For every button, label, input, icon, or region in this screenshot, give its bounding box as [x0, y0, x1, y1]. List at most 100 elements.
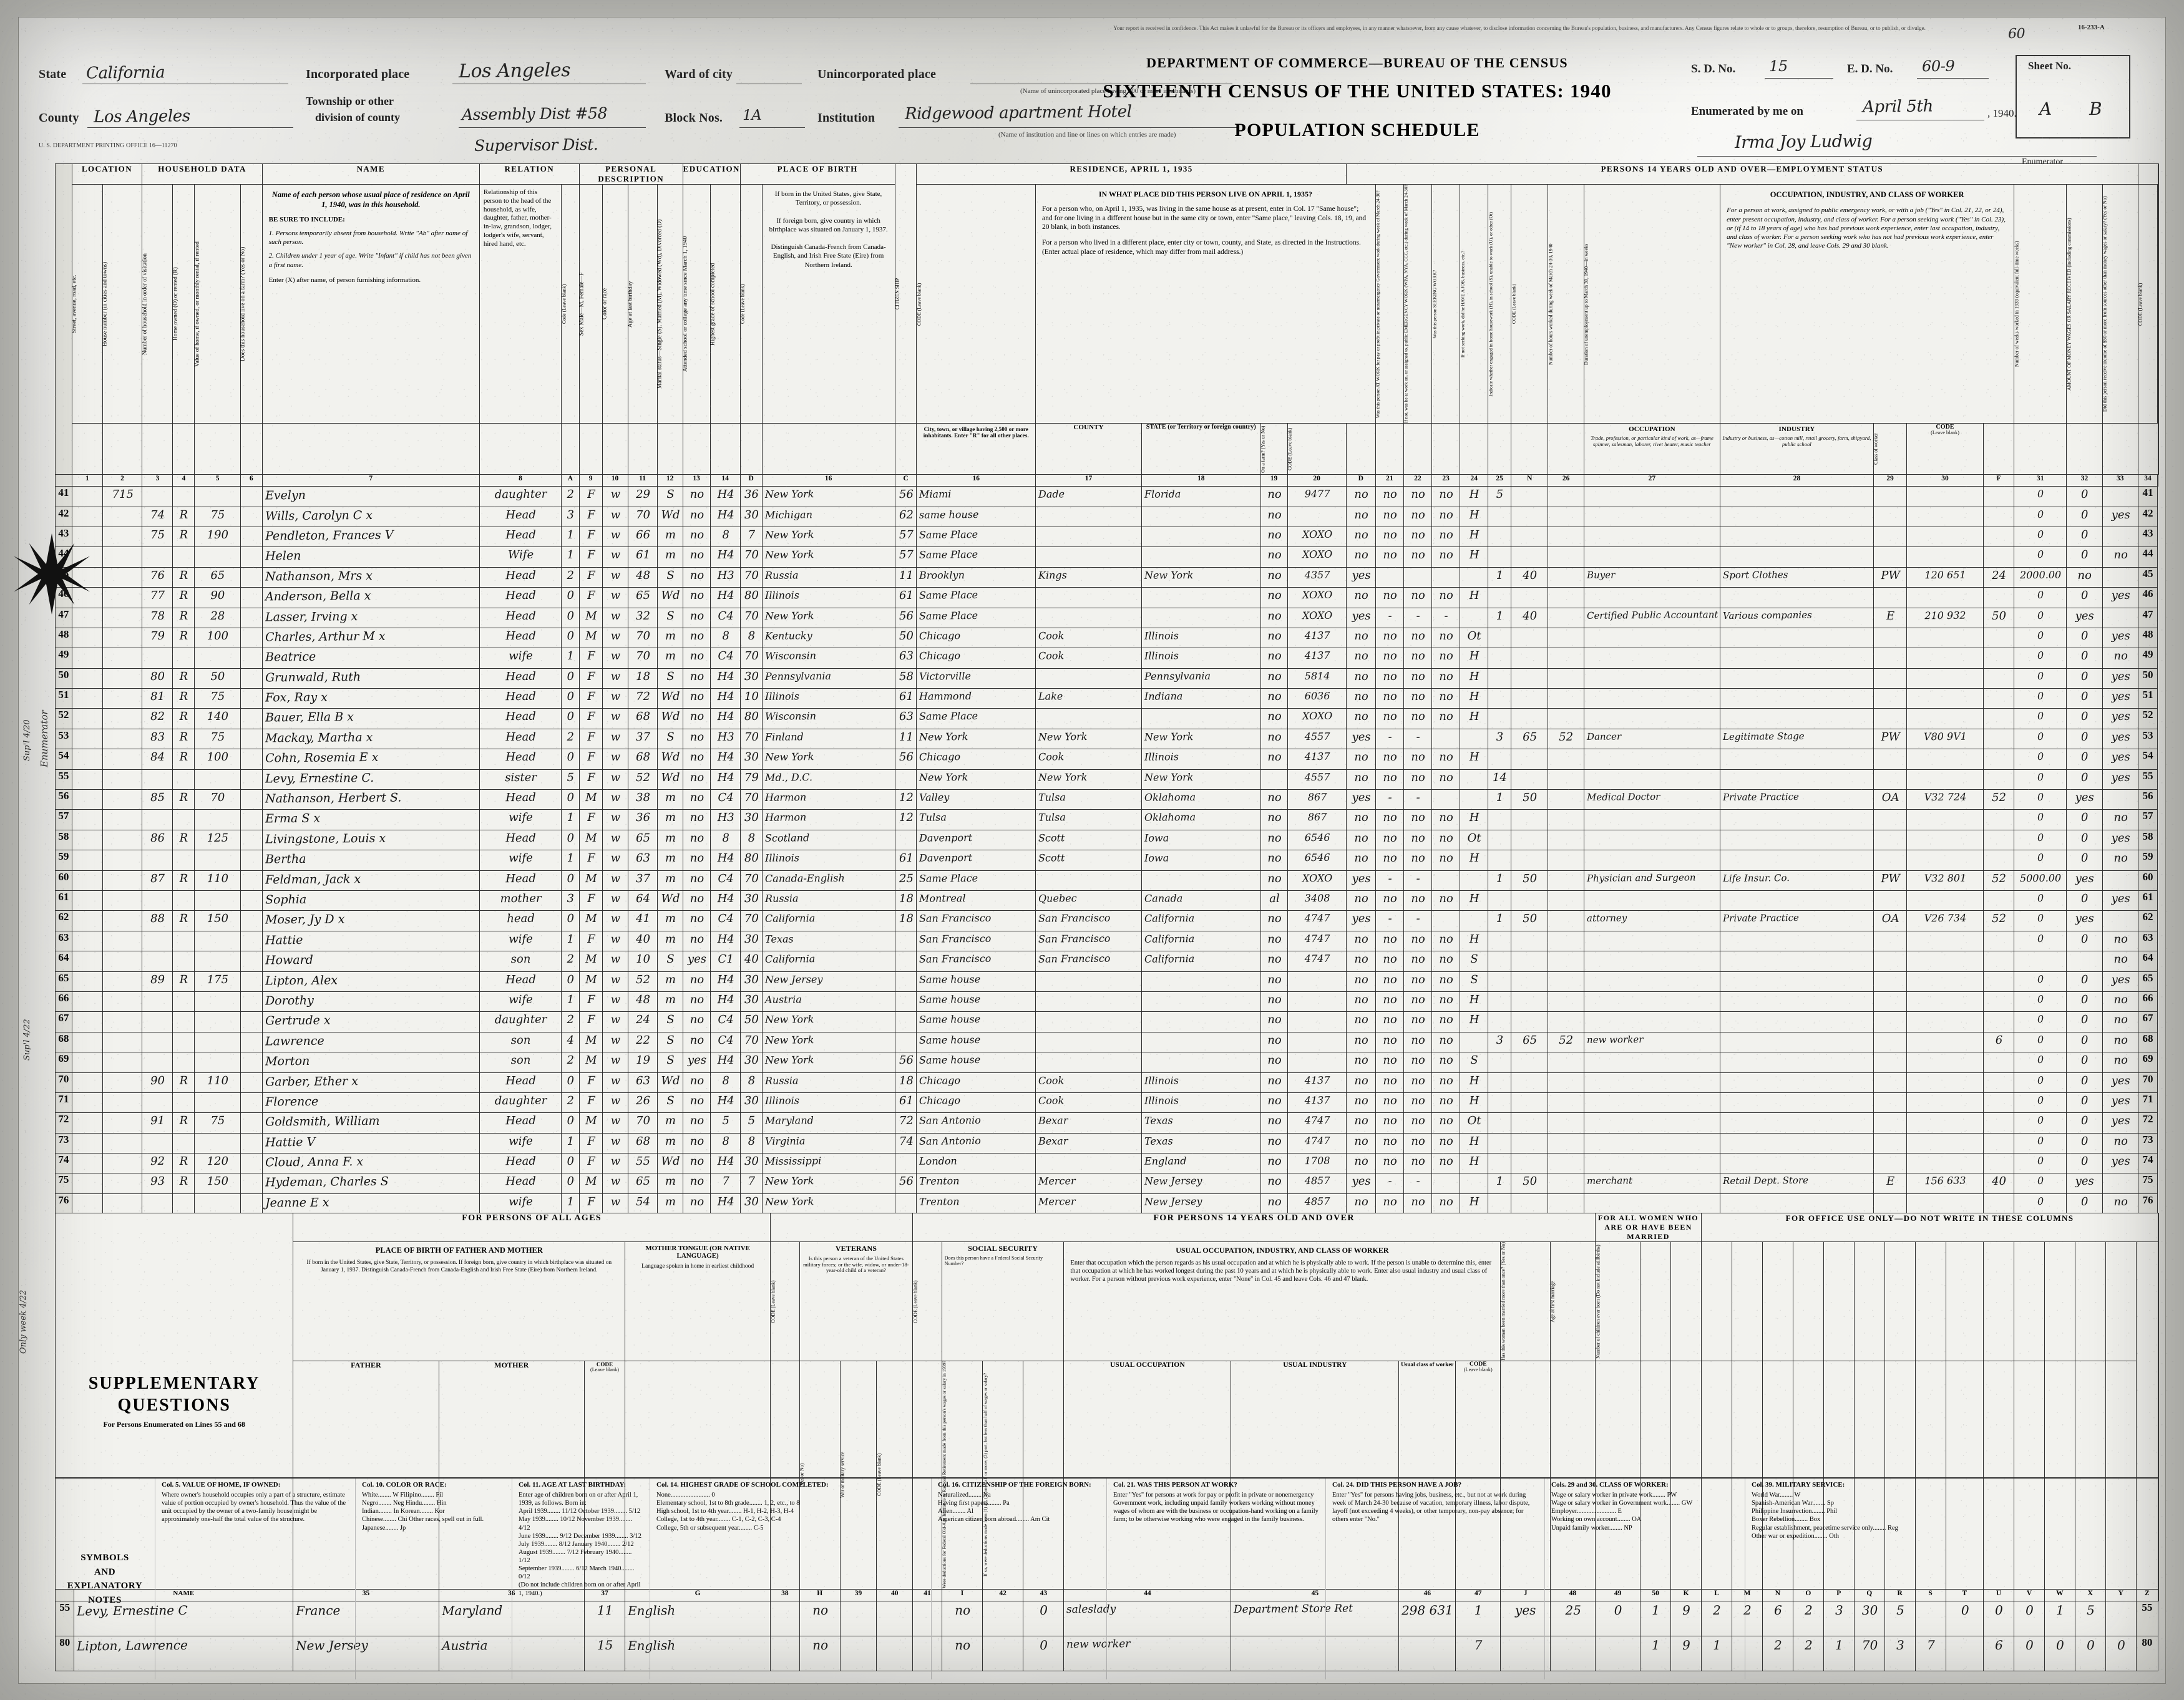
cell-other[interactable]: yes — [2102, 749, 2138, 770]
cell-sch[interactable]: no — [682, 749, 711, 770]
cell-occ[interactable] — [1583, 1052, 1721, 1073]
cell-occ[interactable] — [1583, 1153, 1721, 1174]
cell-race[interactable]: w — [602, 850, 628, 871]
cell-sch[interactable]: no — [682, 587, 711, 608]
cell-race[interactable]: w — [602, 749, 628, 770]
cell-house[interactable] — [102, 1112, 143, 1134]
cell-age[interactable]: 10 — [627, 951, 658, 972]
cell-w21[interactable]: yes — [1345, 789, 1376, 810]
cell-occ[interactable] — [1583, 1193, 1721, 1215]
cell-own[interactable] — [172, 648, 195, 669]
cell-birth[interactable]: California — [761, 910, 895, 931]
cell-w23[interactable]: - — [1403, 789, 1433, 810]
cell-w21[interactable]: yes — [1345, 607, 1376, 628]
cell-race[interactable]: w — [602, 668, 628, 689]
cell-cc[interactable]: 56 — [894, 749, 917, 770]
cell-hh[interactable]: 82 — [142, 708, 173, 729]
cell-dur[interactable] — [1548, 648, 1584, 669]
cell-cls[interactable] — [1873, 951, 1908, 972]
cell-w25[interactable] — [1460, 1173, 1489, 1194]
cell-farm[interactable] — [240, 890, 263, 911]
cell-rel[interactable]: Head — [479, 607, 562, 628]
sup-cell-oX[interactable]: 0 — [2044, 1635, 2075, 1671]
cell-rcode[interactable]: 4747 — [1287, 1112, 1347, 1134]
cell-fcode[interactable]: V32 801 — [1906, 870, 1984, 891]
cell-sch[interactable]: no — [682, 850, 711, 871]
cell-res_state[interactable] — [1141, 1011, 1261, 1032]
cell-occ[interactable] — [1583, 1072, 1721, 1093]
cell-val[interactable]: 65 — [194, 566, 241, 588]
cell-wks[interactable] — [1982, 930, 2015, 952]
cell-name[interactable]: Hattie — [261, 930, 480, 952]
cell-name[interactable]: Bauer, Ella B x — [261, 708, 480, 729]
cell-race[interactable]: w — [602, 607, 628, 628]
cell-grade[interactable]: H4 — [709, 1153, 741, 1174]
cell-w25[interactable]: Ot — [1460, 627, 1489, 649]
cell-cc[interactable]: 18 — [894, 910, 917, 931]
cell-w24[interactable]: no — [1431, 546, 1461, 568]
cell-ind[interactable] — [1720, 991, 1874, 1013]
cell-inc[interactable]: 0 — [2066, 1153, 2103, 1174]
cell-farm[interactable] — [240, 1193, 263, 1215]
cell-rel[interactable]: wife — [479, 809, 562, 830]
cell-street[interactable] — [71, 870, 103, 891]
cell-birth[interactable]: Russia — [761, 566, 895, 588]
cell-val[interactable] — [194, 951, 241, 972]
cell-res_city[interactable]: Same Place — [916, 587, 1036, 608]
cell-hrs[interactable] — [1511, 850, 1549, 871]
cell-race[interactable]: w — [602, 829, 628, 851]
cell-sch[interactable]: no — [682, 1011, 711, 1032]
cell-name[interactable]: Jeanne E x — [261, 1193, 480, 1215]
cell-cd[interactable]: 8 — [739, 1132, 763, 1154]
cell-res_state[interactable] — [1141, 971, 1261, 992]
cell-rel[interactable]: wife — [479, 648, 562, 669]
cell-ind[interactable] — [1720, 1011, 1874, 1032]
cell-rel[interactable]: Head — [479, 870, 562, 891]
cell-w23[interactable]: no — [1403, 930, 1433, 952]
cell-cd[interactable]: 30 — [739, 890, 763, 911]
cell-cd[interactable]: 30 — [739, 1153, 763, 1174]
cell-w22[interactable]: no — [1375, 506, 1404, 527]
cell-w23[interactable]: no — [1403, 809, 1433, 830]
cell-cd[interactable]: 8 — [739, 829, 763, 851]
cell-fcode[interactable] — [1906, 1112, 1984, 1134]
cell-wks[interactable] — [1982, 506, 2015, 527]
cell-farm[interactable] — [240, 930, 263, 952]
cell-rel[interactable]: Head — [479, 728, 562, 750]
cell-street[interactable] — [71, 951, 103, 972]
cell-cls[interactable]: OA — [1873, 910, 1908, 931]
cell-occ[interactable] — [1583, 951, 1721, 972]
cell-w25[interactable]: Ot — [1460, 829, 1489, 851]
cell-hh[interactable]: 78 — [142, 607, 173, 628]
cell-code[interactable]: 2 — [561, 1011, 580, 1032]
cell-w24[interactable] — [1431, 789, 1461, 810]
sup-cell-ss1[interactable]: no — [941, 1600, 983, 1636]
cell-hh[interactable]: 81 — [142, 688, 173, 709]
cell-wn[interactable] — [1488, 1011, 1512, 1032]
cell-sch[interactable]: no — [682, 1092, 711, 1114]
cell-dur[interactable] — [1548, 769, 1584, 790]
cell-cls[interactable] — [1873, 648, 1908, 669]
cell-birth[interactable]: New York — [761, 1031, 895, 1053]
cell-w22[interactable]: no — [1375, 1052, 1404, 1073]
cell-inc[interactable]: 0 — [2066, 1011, 2103, 1032]
cell-cc[interactable]: 74 — [894, 1132, 917, 1154]
cell-val[interactable] — [194, 648, 241, 669]
cell-w25[interactable]: H — [1460, 668, 1489, 689]
cell-cc[interactable]: 56 — [894, 486, 917, 507]
cell-wks[interactable] — [1982, 991, 2015, 1013]
cell-wn[interactable] — [1488, 1092, 1512, 1114]
cell-house[interactable] — [102, 546, 143, 568]
cell-code[interactable]: 1 — [561, 1193, 580, 1215]
cell-inc[interactable]: yes — [2066, 1173, 2103, 1194]
cell-wage[interactable]: 0 — [2014, 708, 2067, 729]
cell-w24[interactable]: no — [1431, 627, 1461, 649]
cell-w21[interactable]: no — [1345, 951, 1376, 972]
cell-w23[interactable]: no — [1403, 769, 1433, 790]
cell-code[interactable]: 0 — [561, 1072, 580, 1093]
